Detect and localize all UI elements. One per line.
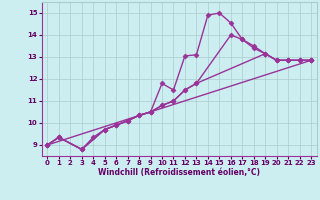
X-axis label: Windchill (Refroidissement éolien,°C): Windchill (Refroidissement éolien,°C) bbox=[98, 168, 260, 177]
